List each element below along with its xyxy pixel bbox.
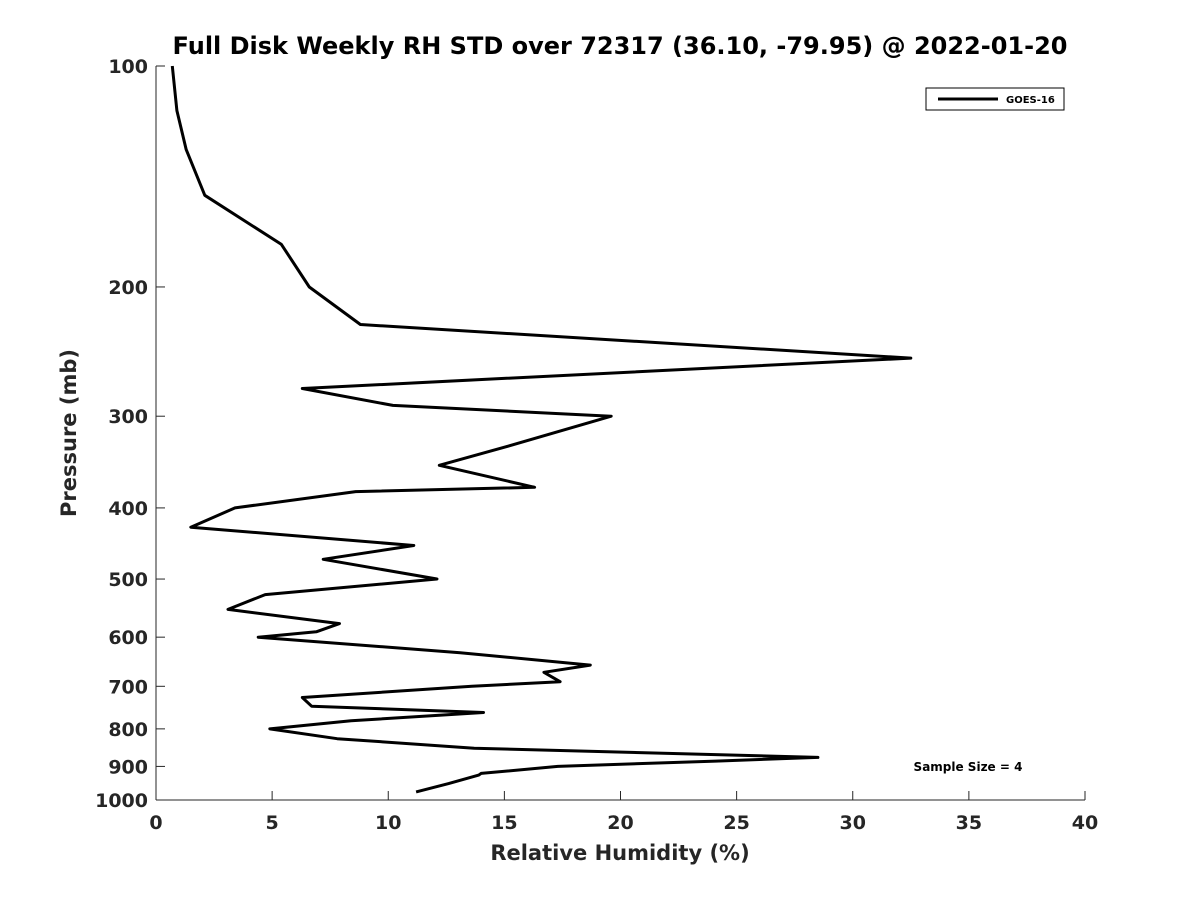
x-tick-label: 0	[149, 812, 162, 834]
y-tick-label: 900	[108, 756, 148, 778]
sample-size-annotation: Sample Size = 4	[914, 760, 1023, 774]
y-tick-label: 400	[108, 498, 148, 520]
legend-label-goes-16: GOES-16	[1006, 95, 1055, 106]
x-tick-label: 35	[956, 812, 982, 834]
x-tick-label: 25	[723, 812, 749, 834]
x-tick-label: 15	[491, 812, 517, 834]
y-tick-label: 300	[108, 406, 148, 428]
axes: 0 5 10 15 20 25 30 35 40 100 200 300 400 500 600 700 800…	[95, 56, 1098, 834]
legend: GOES-16	[925, 87, 1065, 111]
x-tick-label: 5	[266, 812, 279, 834]
y-tick-label: 200	[108, 277, 148, 299]
y-tick-label: 700	[108, 676, 148, 698]
y-tick-label: 100	[108, 56, 148, 78]
chart-title: Full Disk Weekly RH STD over 72317 (36.1…	[173, 32, 1068, 60]
y-axis-label: Pressure (mb)	[57, 349, 81, 517]
y-tick-label: 600	[108, 627, 148, 649]
y-tick-label: 1000	[95, 790, 148, 812]
x-tick-label: 20	[607, 812, 633, 834]
x-tick-label: 10	[375, 812, 401, 834]
series-layer	[170, 65, 913, 794]
x-axis-label: Relative Humidity (%)	[490, 841, 749, 865]
x-tick-label: 40	[1072, 812, 1098, 834]
y-tick-label: 500	[108, 569, 148, 591]
series-line-goes-16	[170, 65, 913, 794]
y-tick-label: 800	[108, 719, 148, 741]
x-tick-label: 30	[840, 812, 866, 834]
